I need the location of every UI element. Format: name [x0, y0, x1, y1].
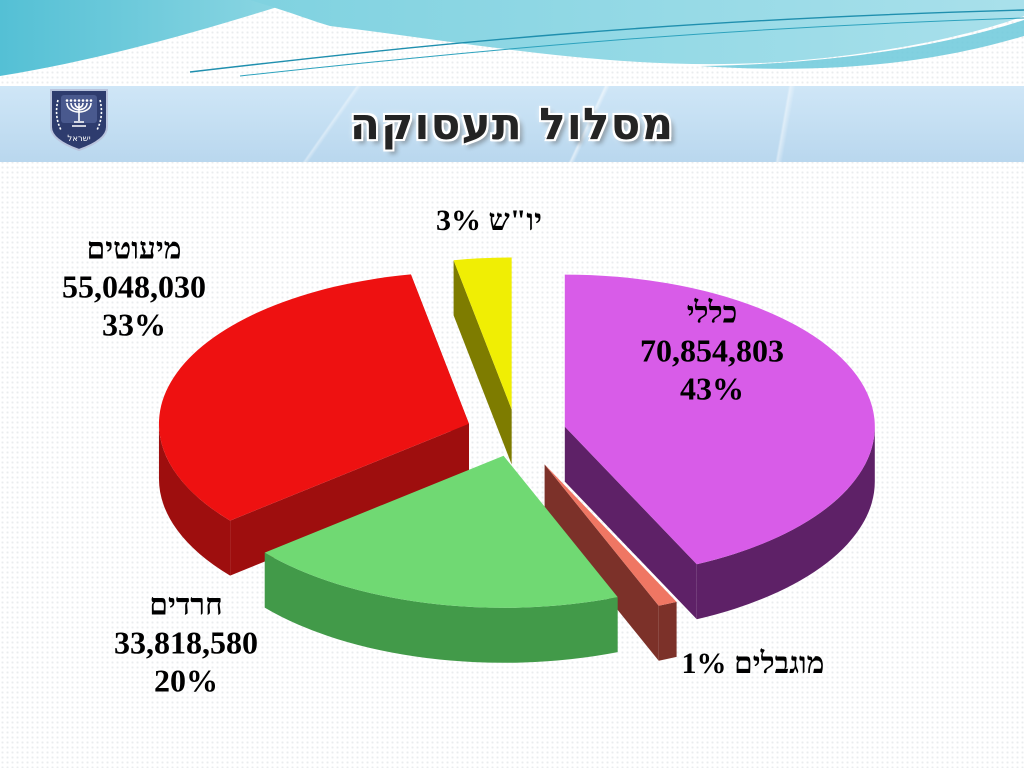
slide-title: מסלול תעסוקה [349, 98, 675, 150]
title-banner [0, 86, 1024, 162]
slice-label-minorities: מיעוטים 55,048,030 33% [62, 232, 206, 343]
state-emblem: ישראל [50, 89, 108, 152]
olive-branches-icon [55, 99, 103, 131]
pie-slice-yosh [453, 257, 512, 465]
banner-streaks [0, 86, 1024, 162]
header-wave-graphic [0, 0, 1024, 77]
slice-label-disabled: מוגבלים 1% [681, 647, 825, 680]
slice-label-general: כללי 70,854,803 43% [640, 296, 784, 407]
emblem-caption: ישראל [67, 134, 90, 144]
pie-slice-general [564, 274, 875, 620]
pie-slice-haredim [264, 455, 618, 663]
slice-label-haredim: חרדים 33,818,580 20% [114, 588, 258, 699]
menorah-icon [66, 102, 92, 127]
pie-slice-minorities [158, 274, 469, 576]
menorah-flames [65, 99, 93, 102]
pie-slice-disabled [544, 464, 677, 661]
slice-label-yosh: יו"ש 3% [436, 204, 542, 237]
